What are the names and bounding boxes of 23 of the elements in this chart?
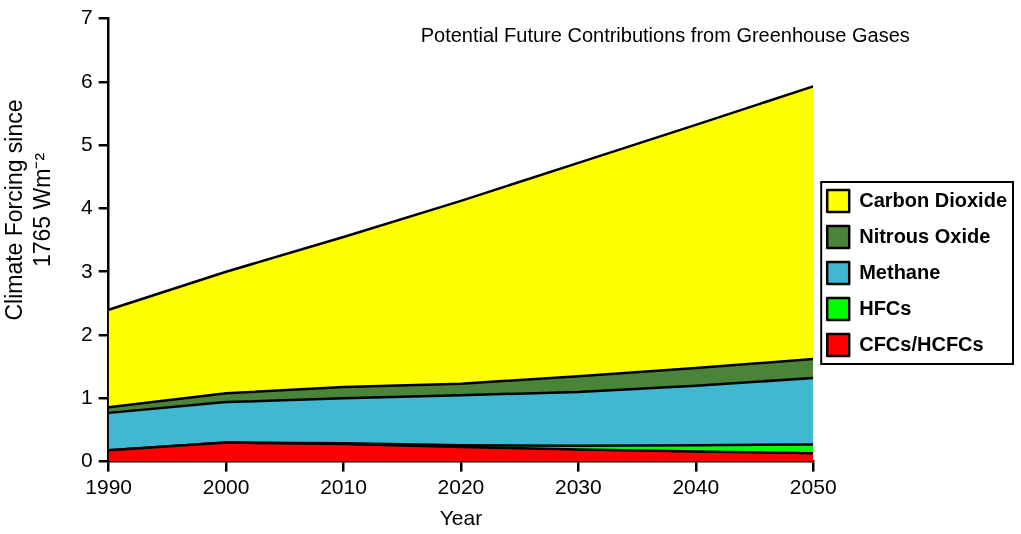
legend-label: Methane [859,260,941,283]
y-tick-label: 5 [80,131,93,155]
y-tick-label: 3 [80,258,93,282]
x-tick-label: 2030 [555,475,602,498]
x-tick-label: 2000 [202,475,250,498]
x-tick-label: 2050 [789,475,837,498]
y-tick-label: 0 [80,448,93,472]
legend-label: Nitrous Oxide [859,224,991,247]
legend-label: Carbon Dioxide [859,188,1007,211]
chart-title: Potential Future Contributions from Greenhouse Gases [420,24,910,47]
y-tick-label: 1 [80,385,93,409]
x-tick-label: 2020 [437,475,485,498]
x-tick-label: 2010 [320,475,367,498]
y-tick-label: 6 [80,68,93,92]
legend-label: CFCs/HCFCs [859,332,984,355]
y-tick-label: 7 [80,5,93,29]
legend-label: HFCs [859,296,912,319]
y-axis-title: Climate Forcing since 1765 Wm⁻² [0,98,56,323]
x-tick-label: 1990 [85,475,133,498]
x-tick-label: 2040 [672,475,720,498]
x-axis-title: Year [439,506,483,530]
y-tick-label: 4 [80,195,93,219]
y-tick-label: 2 [80,321,93,345]
